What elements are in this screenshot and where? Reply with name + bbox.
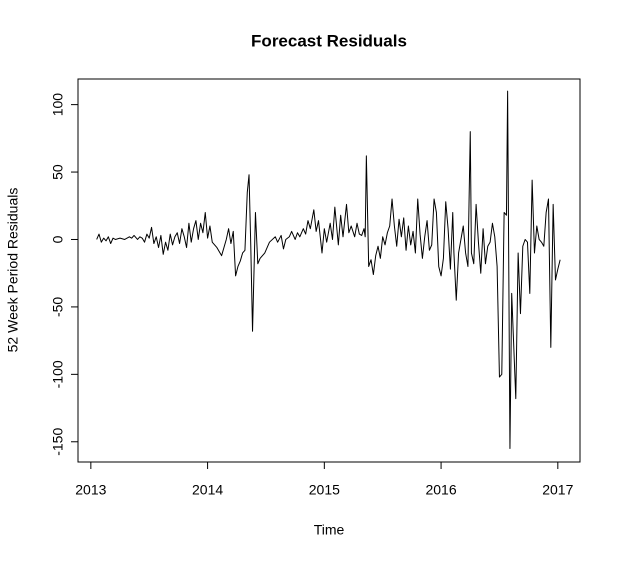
x-tick-label: 2015 [309,482,340,498]
y-tick-label: 100 [50,93,66,117]
x-tick-label: 2017 [542,482,573,498]
y-tick-label: 50 [50,164,66,180]
x-tick-label: 2016 [425,482,456,498]
x-tick-label: 2014 [192,482,223,498]
y-tick-label: -50 [50,297,66,317]
y-tick-label: -150 [50,428,66,456]
y-tick-label: -100 [50,360,66,388]
x-axis-label: Time [314,522,345,538]
y-axis-label: 52 Week Period Residuals [5,188,21,353]
residual-line [96,90,561,450]
chart-title: Forecast Residuals [251,31,407,50]
x-tick-label: 2013 [75,482,106,498]
y-tick-label: 0 [50,235,66,243]
